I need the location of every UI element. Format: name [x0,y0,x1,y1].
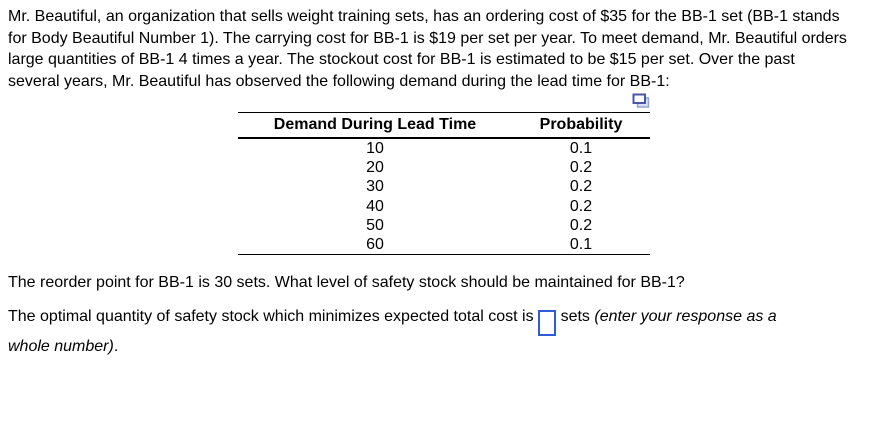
table-row: 50 0.2 [238,216,650,235]
problem-line: Mr. Beautiful, an organization that sell… [8,8,840,25]
demand-cell: 40 [366,197,384,215]
demand-cell: 20 [366,159,384,177]
answer-note: (enter your response as a [594,308,777,325]
probability-cell: 0.2 [569,159,593,177]
problem-line: large quantities of BB-1 4 times a year.… [8,51,795,68]
answer-text-after: sets [560,308,590,325]
probability-cell: 0.2 [569,178,593,196]
demand-cell: 50 [366,216,384,234]
answer-note-period: . [113,337,119,355]
probability-cell: 0.1 [569,236,593,254]
answer-note: whole number) [8,337,114,355]
demand-column-header: Demand During Lead Time [238,112,512,139]
table-row: 10 0.1 [238,138,650,158]
table-header-row: Demand During Lead Time Probability [238,112,650,139]
probability-cell: 0.1 [569,140,593,157]
table-row: 60 0.1 [238,235,650,255]
problem-line: several years, Mr. Beautiful has observe… [8,72,670,90]
demand-cell: 30 [366,178,384,196]
table-row: 40 0.2 [238,197,650,216]
table-row: 20 0.2 [238,158,650,177]
demand-cell: 10 [366,140,384,157]
probability-column-header: Probability [512,112,650,139]
demand-probability-table: Demand During Lead Time Probability 10 0… [238,112,650,256]
problem-statement: Mr. Beautiful, an organization that sell… [8,6,876,92]
answer-sentence: The optimal quantity of safety stock whi… [8,306,876,357]
probability-cell: 0.2 [569,197,593,215]
copy-table-icon[interactable] [632,93,650,109]
answer-input[interactable] [537,309,556,336]
problem-line: for Body Beautiful Number 1). The carryi… [8,29,847,47]
probability-cell: 0.2 [569,216,593,234]
demand-cell: 60 [366,236,384,254]
question-text: The reorder point for BB-1 is 30 sets. W… [8,274,685,291]
table-row: 30 0.2 [238,177,650,196]
answer-text-before: The optimal quantity of safety stock whi… [8,308,534,325]
